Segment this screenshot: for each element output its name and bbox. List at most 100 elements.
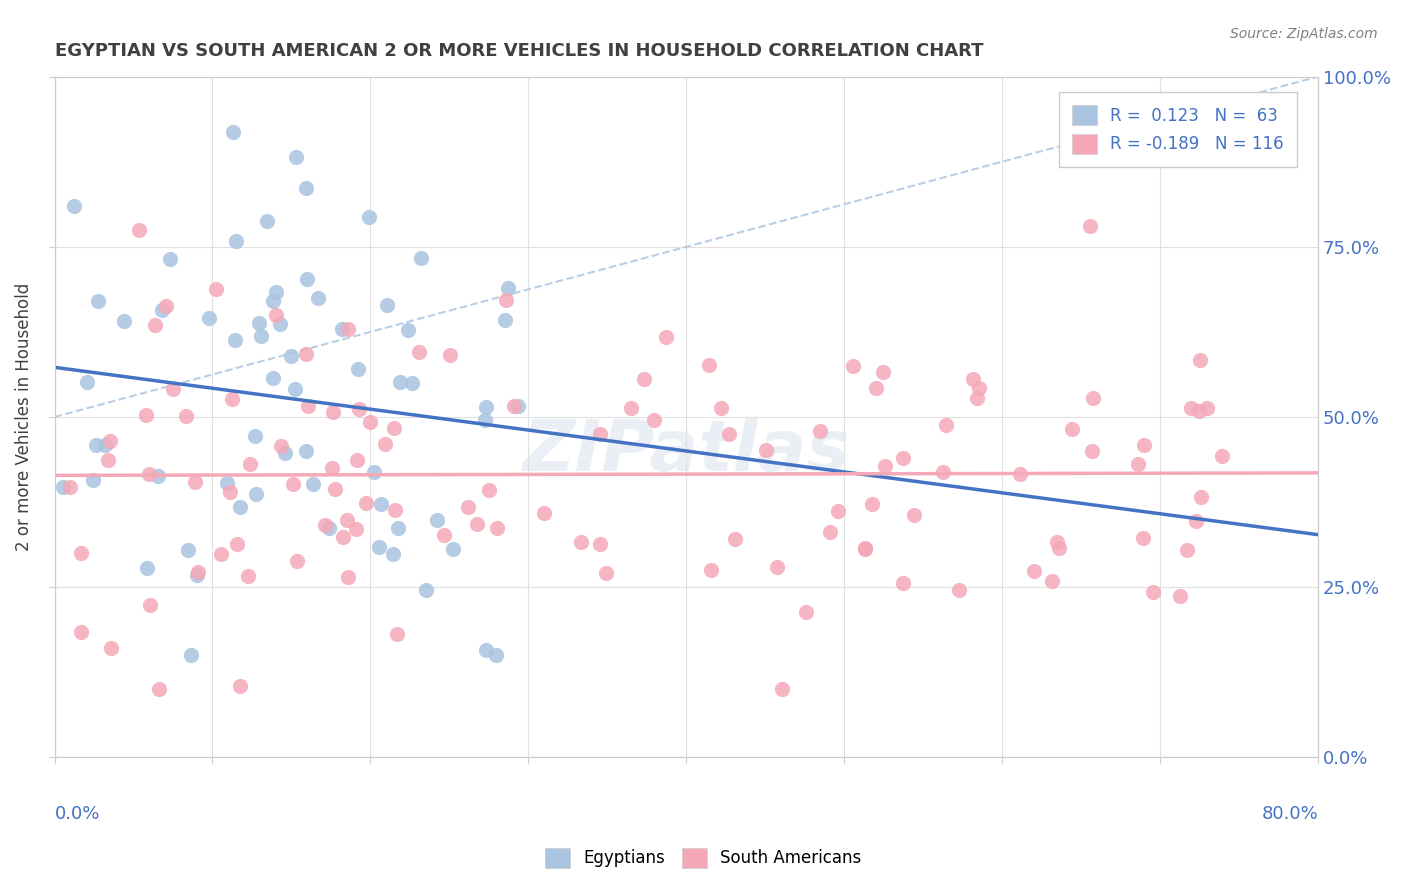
Point <box>336 513 359 527</box>
Point <box>381 547 404 561</box>
Point <box>620 401 643 415</box>
Point <box>1040 574 1063 588</box>
Point <box>853 541 876 556</box>
Point <box>150 302 173 317</box>
Point <box>932 465 955 479</box>
Point <box>226 537 249 551</box>
Point <box>966 392 988 406</box>
Point <box>475 401 498 415</box>
Point <box>84 438 107 452</box>
Point <box>187 565 209 579</box>
Point <box>215 475 238 490</box>
Point <box>903 508 925 522</box>
Point <box>280 349 302 363</box>
Point <box>433 528 456 542</box>
Point <box>269 317 291 331</box>
Point <box>853 541 876 556</box>
Point <box>274 446 297 460</box>
Point <box>465 516 488 531</box>
Point <box>354 496 377 510</box>
Point <box>247 316 270 330</box>
Point <box>718 426 741 441</box>
Point <box>287 554 309 568</box>
Point <box>146 469 169 483</box>
Point <box>1046 535 1069 549</box>
Point <box>710 401 733 415</box>
Point <box>180 648 202 663</box>
Point <box>700 563 723 577</box>
Point <box>97 453 120 467</box>
Point <box>654 330 676 344</box>
Point <box>114 314 136 328</box>
Point <box>1126 458 1149 472</box>
Point <box>1142 584 1164 599</box>
Point <box>314 518 336 533</box>
Point <box>388 375 411 389</box>
Point <box>87 293 110 308</box>
Point <box>204 283 226 297</box>
Point <box>387 521 409 535</box>
Point <box>336 569 359 583</box>
Point <box>569 535 592 549</box>
Point <box>796 605 818 619</box>
Point <box>321 461 343 475</box>
Point <box>1132 531 1154 545</box>
Point <box>396 323 419 337</box>
Point <box>1081 391 1104 405</box>
Point <box>94 438 117 452</box>
Point <box>755 442 778 457</box>
Text: 0.0%: 0.0% <box>55 805 100 823</box>
Legend: R =  0.123   N =  63, R = -0.189   N = 116: R = 0.123 N = 63, R = -0.189 N = 116 <box>1059 92 1298 168</box>
Point <box>478 483 501 497</box>
Point <box>375 298 398 312</box>
Point <box>70 546 93 560</box>
Text: EGYPTIAN VS SOUTH AMERICAN 2 OR MORE VEHICLES IN HOUSEHOLD CORRELATION CHART: EGYPTIAN VS SOUTH AMERICAN 2 OR MORE VEH… <box>55 42 983 60</box>
Point <box>724 532 747 546</box>
Point <box>262 370 284 384</box>
Point <box>176 543 198 558</box>
Text: ZIPatlas: ZIPatlas <box>523 417 851 485</box>
Point <box>229 500 252 514</box>
Point <box>222 126 245 140</box>
Point <box>808 424 831 438</box>
Point <box>818 525 841 540</box>
Point <box>363 465 385 479</box>
Point <box>1185 514 1208 528</box>
Point <box>508 399 530 413</box>
Point <box>162 382 184 396</box>
Point <box>155 299 177 313</box>
Point <box>1047 541 1070 556</box>
Point <box>485 648 508 663</box>
Point <box>589 426 612 441</box>
Point <box>1180 401 1202 415</box>
Point <box>370 497 392 511</box>
Point <box>969 381 991 395</box>
Point <box>297 399 319 413</box>
Point <box>860 497 883 511</box>
Point <box>148 682 170 697</box>
Point <box>225 234 247 248</box>
Point <box>948 583 970 598</box>
Point <box>138 598 160 612</box>
Point <box>302 476 325 491</box>
Point <box>633 372 655 386</box>
Point <box>69 625 91 640</box>
Point <box>143 318 166 333</box>
Point <box>357 210 380 224</box>
Point <box>236 569 259 583</box>
Point <box>441 541 464 556</box>
Point <box>842 359 865 373</box>
Point <box>209 547 232 561</box>
Point <box>873 459 896 474</box>
Point <box>344 522 367 536</box>
Point <box>426 513 449 527</box>
Point <box>359 415 381 429</box>
Point <box>266 285 288 299</box>
Point <box>295 347 318 361</box>
Point <box>474 413 496 427</box>
Point <box>346 452 368 467</box>
Point <box>485 521 508 535</box>
Text: Source: ZipAtlas.com: Source: ZipAtlas.com <box>1230 27 1378 41</box>
Point <box>295 272 318 286</box>
Point <box>138 467 160 481</box>
